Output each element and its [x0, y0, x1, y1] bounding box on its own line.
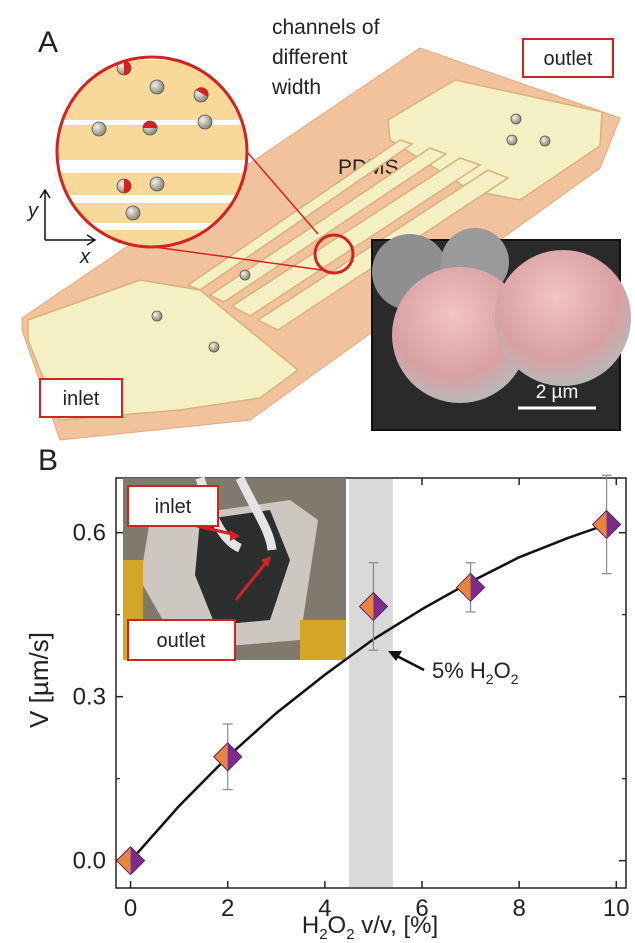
highlight-band-layer: [349, 479, 393, 887]
axes-indicator: [39, 188, 97, 246]
photo-inlet-label: inlet: [155, 496, 192, 518]
y-tick-label: 0.6: [73, 520, 106, 547]
zoom-target-circle: [313, 233, 355, 275]
panel-b: B 0 2 4 6 8 10 0.0 0.3 0.6 inlet outlet: [24, 444, 630, 943]
panel-a: A PDMS: [21, 16, 631, 441]
y-axis-label: V [µm/s]: [24, 632, 54, 728]
annotation-arrow: [394, 653, 425, 672]
chip-particles: [151, 113, 551, 353]
y-tick-label: 0.3: [73, 684, 106, 711]
data-point: [455, 572, 486, 603]
data-point: [358, 591, 389, 622]
data-point: [213, 742, 243, 772]
scale-bar-label: 2 µm: [536, 382, 579, 403]
data-point: [115, 845, 146, 876]
photo-inlet-box: [127, 485, 219, 527]
data-layer: [115, 474, 622, 876]
photo-outlet-box: [127, 619, 236, 661]
panel-b-label: B: [38, 444, 58, 477]
x-tick-label: 0: [124, 895, 137, 922]
inlet-box: [39, 378, 123, 418]
y-tick-label: 0.0: [73, 848, 106, 875]
photo-outlet-label: outlet: [157, 630, 206, 652]
panel-a-label: A: [38, 26, 58, 59]
plot-frame: [115, 477, 627, 889]
zoom-caption: channels of different width: [271, 16, 385, 99]
sem-inset: 2 µm: [371, 228, 631, 431]
x-tick-label: 10: [603, 895, 630, 922]
axis-x-label: x: [79, 246, 91, 268]
highlight-band: [349, 479, 393, 887]
annotation-label: 5% H2O2: [432, 658, 519, 687]
data-point: [591, 509, 622, 540]
x-tick-label: 8: [512, 895, 525, 922]
y-tick-layer: 0.0 0.3 0.6: [73, 520, 626, 875]
outlet-box: [522, 38, 614, 78]
axis-y-label: y: [26, 200, 39, 222]
inlet-label: inlet: [63, 388, 100, 410]
x-axis-label: H2O2 v/v, [%]: [302, 912, 438, 943]
outlet-label: outlet: [544, 48, 593, 70]
annotation-arrowhead: [388, 651, 402, 661]
x-tick-label: 2: [221, 895, 234, 922]
photo-arrow-outlet: [234, 559, 270, 601]
x-tick-label: 4: [318, 895, 331, 922]
x-tick-label: 6: [415, 895, 428, 922]
x-tick-layer: 0 2 4 6 8 10: [124, 478, 630, 922]
